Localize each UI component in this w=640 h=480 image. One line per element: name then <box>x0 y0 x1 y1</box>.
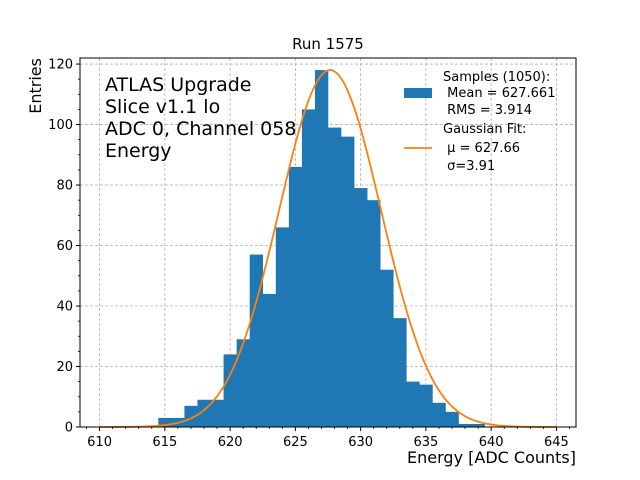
gaussian-fit-curve <box>99 69 557 428</box>
histogram-bar <box>223 354 237 427</box>
histogram-bar <box>158 417 172 427</box>
histogram-bar <box>314 70 329 427</box>
histogram-bar <box>210 399 224 427</box>
histogram-bar <box>406 381 420 427</box>
annotation-line: ATLAS Upgrade <box>105 74 251 96</box>
y-tick-label: 80 <box>56 179 73 194</box>
histogram-bar <box>275 227 290 427</box>
y-tick-label: 20 <box>56 360 73 375</box>
y-tick-label: 60 <box>56 239 73 254</box>
histogram-bars <box>158 70 485 427</box>
x-tick-label: 615 <box>152 435 177 450</box>
histogram-bar <box>184 405 198 427</box>
y-tick-label: 40 <box>56 300 73 315</box>
annotation-line: Slice v1.1 lo <box>105 96 220 118</box>
histogram-bar <box>380 269 394 427</box>
chart-title: Run 1575 <box>292 35 364 53</box>
legend-fit-line: Gaussian Fit: <box>443 122 526 137</box>
histogram-bar <box>288 166 303 427</box>
y-tick-label: 120 <box>48 58 73 73</box>
x-tick-label: 610 <box>87 435 112 450</box>
x-tick-label: 630 <box>348 435 373 450</box>
histogram-bar <box>367 200 381 427</box>
histogram-bar <box>458 423 472 427</box>
y-axis-label: Entries <box>26 58 45 114</box>
legend-samples-swatch <box>404 88 432 98</box>
histogram-bar <box>419 384 433 427</box>
y-tick-label: 0 <box>65 421 73 436</box>
x-tick-label: 645 <box>544 435 569 450</box>
histogram-bar <box>471 423 485 427</box>
plot-frame <box>79 57 577 428</box>
legend-fit-line: σ=3.91 <box>443 159 495 174</box>
y-tick-label: 100 <box>48 118 73 133</box>
x-tick-label: 635 <box>413 435 438 450</box>
histogram-bar <box>301 109 316 427</box>
histogram-bar <box>445 411 459 427</box>
histogram-bar <box>432 402 446 427</box>
legend: Samples (1050): Mean = 627.661 RMS = 3.9… <box>404 70 555 174</box>
histogram-bar <box>236 339 250 427</box>
x-tick-label: 640 <box>479 435 504 450</box>
legend-samples-line: Samples (1050): <box>443 70 550 85</box>
x-axis-ticks: 610 615 620 625 630 635 640 645 <box>86 427 570 450</box>
histogram-bar <box>341 136 355 427</box>
histogram-bar <box>262 293 277 427</box>
info-annotation: ATLAS Upgrade Slice v1.1 lo ADC 0, Chann… <box>105 74 296 162</box>
legend-fit-line: μ = 627.66 <box>443 141 520 156</box>
annotation-line: ADC 0, Channel 058 <box>105 118 296 140</box>
annotation-line: Energy <box>105 140 172 162</box>
histogram-bar <box>393 318 407 427</box>
histogram-bar <box>354 188 368 427</box>
y-axis-ticks: 0 20 40 60 80 100 120 <box>48 58 80 436</box>
histogram-bar <box>328 127 342 427</box>
x-tick-label: 620 <box>218 435 243 450</box>
legend-samples-line: Mean = 627.661 <box>443 86 555 101</box>
histogram-bar <box>249 254 264 427</box>
legend-samples-line: RMS = 3.914 <box>443 103 532 118</box>
x-axis-label: Energy [ADC Counts] <box>407 448 576 467</box>
x-tick-label: 625 <box>283 435 308 450</box>
